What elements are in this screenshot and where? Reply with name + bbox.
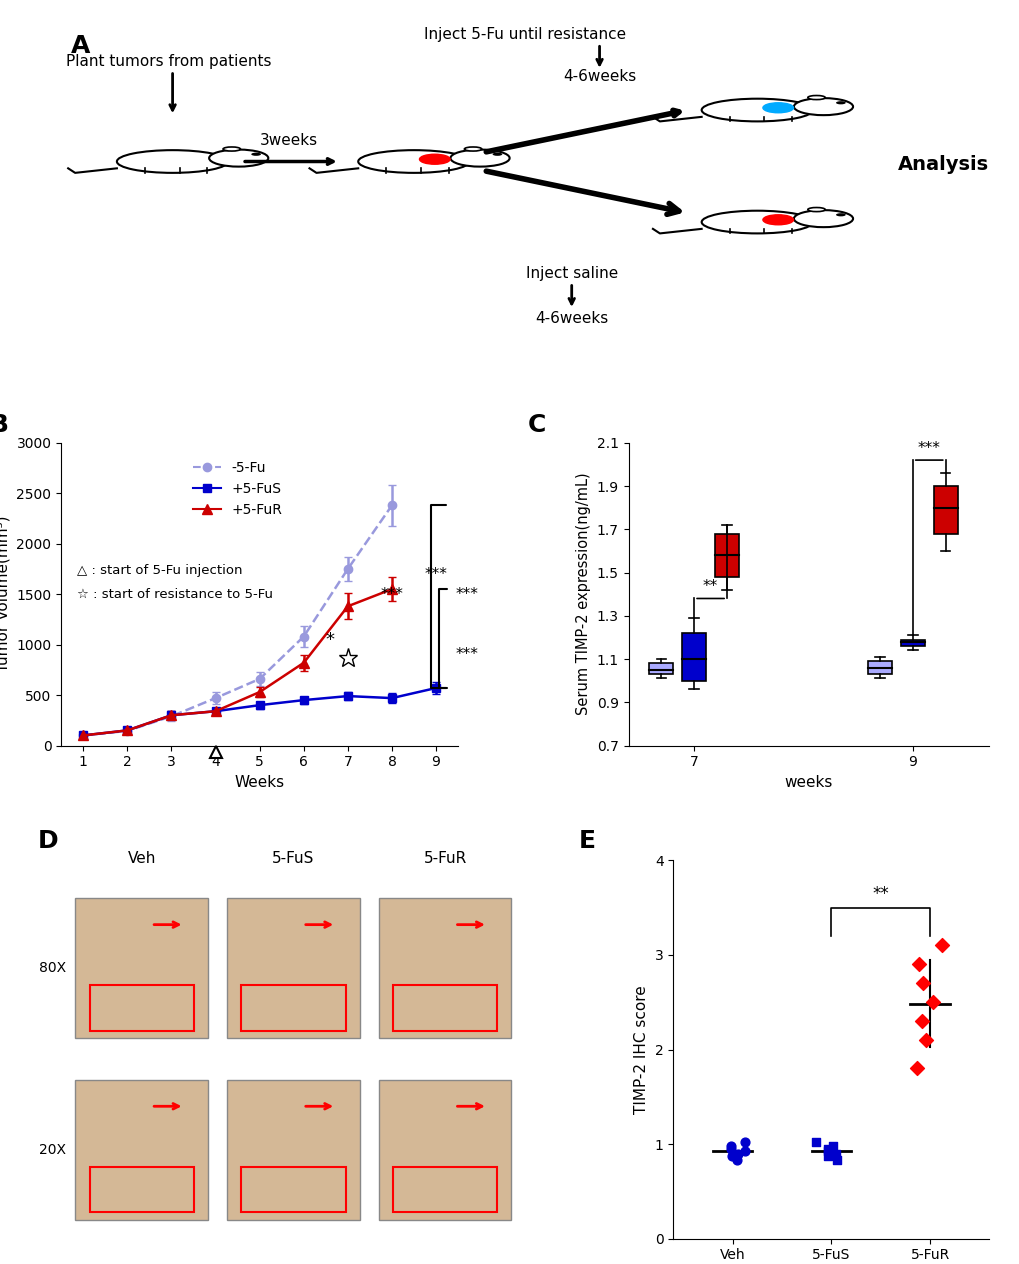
- Ellipse shape: [793, 210, 852, 228]
- Bar: [900, 640, 924, 646]
- Point: [908, 1058, 924, 1078]
- Bar: [242, 985, 345, 1030]
- Text: ***: ***: [455, 647, 478, 662]
- Circle shape: [836, 101, 845, 105]
- Point: [932, 935, 949, 956]
- Circle shape: [836, 214, 845, 216]
- Bar: [932, 487, 957, 533]
- Text: 20X: 20X: [39, 1143, 66, 1157]
- Point: [728, 1150, 744, 1170]
- Point: [917, 1030, 933, 1050]
- Bar: [867, 661, 892, 674]
- X-axis label: Weeks: Weeks: [234, 775, 284, 790]
- Text: *: *: [325, 631, 334, 648]
- FancyBboxPatch shape: [378, 1079, 511, 1220]
- Point: [826, 1144, 843, 1164]
- Ellipse shape: [793, 99, 852, 115]
- FancyBboxPatch shape: [75, 899, 208, 1038]
- Text: D: D: [38, 829, 58, 853]
- Point: [807, 1133, 823, 1153]
- Point: [737, 1133, 753, 1153]
- Point: [914, 973, 930, 994]
- Point: [913, 1011, 929, 1031]
- Ellipse shape: [117, 150, 228, 173]
- Bar: [649, 664, 673, 674]
- Point: [736, 1140, 752, 1160]
- Legend: -5-Fu, +5-FuS, +5-FuR: -5-Fu, +5-FuS, +5-FuR: [187, 456, 287, 523]
- Point: [828, 1150, 845, 1170]
- Bar: [242, 1167, 345, 1212]
- Text: **: **: [702, 579, 717, 594]
- Ellipse shape: [450, 149, 510, 167]
- Point: [923, 992, 940, 1012]
- Text: △ : start of 5-Fu injection: △ : start of 5-Fu injection: [77, 564, 243, 576]
- Y-axis label: Serum TIMP-2 expression(ng/mL): Serum TIMP-2 expression(ng/mL): [576, 473, 591, 715]
- Ellipse shape: [209, 149, 268, 167]
- Ellipse shape: [701, 211, 812, 234]
- X-axis label: weeks: weeks: [784, 775, 833, 790]
- Point: [819, 1140, 836, 1160]
- Ellipse shape: [358, 150, 469, 173]
- Text: ***: ***: [424, 568, 447, 581]
- FancyBboxPatch shape: [75, 1079, 208, 1220]
- Point: [818, 1146, 835, 1167]
- Text: 80X: 80X: [39, 961, 66, 975]
- Text: Plant tumors from patients: Plant tumors from patients: [66, 54, 271, 70]
- Circle shape: [492, 153, 501, 155]
- Point: [824, 1136, 841, 1157]
- Text: A: A: [70, 34, 90, 58]
- Text: Inject 5-Fu until resistance: Inject 5-Fu until resistance: [424, 27, 626, 42]
- Point: [721, 1136, 738, 1157]
- Ellipse shape: [701, 99, 812, 121]
- Text: 4-6weeks: 4-6weeks: [535, 311, 607, 326]
- Text: Inject saline: Inject saline: [525, 265, 618, 281]
- Circle shape: [762, 102, 793, 112]
- Bar: [90, 985, 194, 1030]
- Text: C: C: [527, 413, 545, 437]
- Y-axis label: Tumor Volume(mm³): Tumor Volume(mm³): [0, 516, 11, 672]
- Point: [729, 1144, 745, 1164]
- Circle shape: [251, 153, 261, 155]
- Text: 3weeks: 3weeks: [259, 133, 317, 148]
- Bar: [90, 1167, 194, 1212]
- Text: Veh: Veh: [127, 851, 156, 866]
- Text: 5-FuR: 5-FuR: [423, 851, 467, 866]
- Text: 5-FuS: 5-FuS: [272, 851, 314, 866]
- Point: [722, 1146, 739, 1167]
- Point: [818, 1139, 835, 1159]
- Circle shape: [762, 215, 793, 225]
- Y-axis label: TIMP-2 IHC score: TIMP-2 IHC score: [634, 985, 649, 1114]
- Point: [910, 954, 926, 975]
- Ellipse shape: [807, 96, 824, 100]
- Bar: [682, 633, 705, 680]
- Text: E: E: [578, 829, 595, 853]
- Text: **: **: [871, 885, 889, 902]
- Text: B: B: [0, 413, 9, 437]
- Text: Analysis: Analysis: [897, 155, 987, 174]
- Text: ☆ : start of resistance to 5-Fu: ☆ : start of resistance to 5-Fu: [77, 588, 273, 602]
- Ellipse shape: [464, 147, 481, 152]
- Ellipse shape: [223, 147, 240, 152]
- FancyBboxPatch shape: [227, 899, 360, 1038]
- FancyBboxPatch shape: [227, 1079, 360, 1220]
- Text: ***: ***: [455, 586, 478, 602]
- Circle shape: [419, 154, 449, 164]
- Text: 4-6weeks: 4-6weeks: [562, 70, 636, 85]
- Bar: [392, 1167, 497, 1212]
- Text: ***: ***: [380, 588, 403, 602]
- Bar: [392, 985, 497, 1030]
- Bar: [714, 533, 739, 576]
- Point: [721, 1139, 738, 1159]
- FancyBboxPatch shape: [378, 899, 511, 1038]
- Ellipse shape: [807, 207, 824, 211]
- Text: ***: ***: [917, 441, 940, 456]
